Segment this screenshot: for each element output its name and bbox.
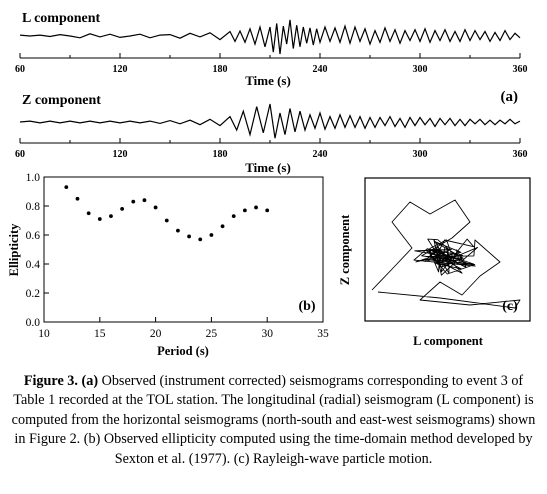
panel-c-label: (c) bbox=[502, 299, 518, 314]
panel-a-label: (a) bbox=[501, 89, 519, 105]
ellipticity-x-tick-label: 35 bbox=[317, 328, 329, 340]
particle-motion-trace bbox=[371, 199, 521, 309]
ellipticity-point bbox=[198, 237, 203, 242]
l-component-title: L component bbox=[22, 11, 101, 26]
particle-motion-panel: L component Z component (c) bbox=[338, 177, 531, 348]
l-tick-label: 240 bbox=[313, 64, 328, 75]
ellipticity-x-ticks: 10 15 20 25 30 35 bbox=[38, 317, 329, 340]
panel-b-label: (b) bbox=[298, 299, 315, 314]
particle-motion-y-label: Z component bbox=[338, 214, 352, 285]
ellipticity-panel: 10 15 20 25 30 35 0.0 0.2 0.4 0.6 0.8 1.0 Period (… bbox=[7, 172, 329, 358]
ellipticity-x-tick-label: 15 bbox=[94, 328, 106, 340]
ellipticity-x-tick-label: 10 bbox=[38, 328, 50, 340]
ellipticity-y-tick-label: 1.0 bbox=[26, 172, 41, 184]
caption-part-a: (a) bbox=[81, 373, 99, 389]
ellipticity-point bbox=[120, 207, 125, 211]
l-component-trace bbox=[19, 19, 521, 55]
z-component-panel: Z component (a) 60 120 180 240 300 360 Time (… bbox=[15, 89, 528, 175]
ellipticity-x-label: Period (s) bbox=[157, 344, 209, 358]
z-component-x-ticks: 60 120 180 240 300 360 bbox=[15, 138, 528, 160]
l-component-x-ticks: 60 120 180 240 300 360 bbox=[15, 53, 528, 75]
ellipticity-points bbox=[64, 185, 270, 242]
l-tick-label: 60 bbox=[15, 64, 25, 75]
ellipticity-point bbox=[231, 214, 236, 219]
figure-caption: Figure 3. (a) Observed (instrument corre… bbox=[10, 372, 537, 469]
l-tick-label: 120 bbox=[113, 64, 128, 75]
caption-text: Observed (instrument corrected) seismogr… bbox=[11, 373, 536, 467]
ellipticity-point bbox=[176, 228, 180, 233]
particle-motion-x-label: L component bbox=[413, 334, 484, 348]
ellipticity-y-ticks: 0.0 0.2 0.4 0.6 0.8 1.0 bbox=[26, 172, 49, 329]
l-component-panel: L component 60 120 180 240 300 360 Time (s) bbox=[15, 11, 528, 88]
z-tick-label: 300 bbox=[413, 149, 428, 160]
ellipticity-y-tick-label: 0.6 bbox=[26, 230, 41, 242]
ellipticity-point bbox=[64, 185, 69, 190]
ellipticity-y-label: Ellipticity bbox=[7, 223, 21, 277]
ellipticity-point bbox=[131, 199, 136, 204]
ellipticity-point bbox=[109, 214, 113, 219]
l-tick-label: 300 bbox=[413, 64, 428, 75]
caption-figure-label: Figure 3. bbox=[23, 373, 78, 389]
ellipticity-point bbox=[220, 224, 225, 229]
ellipticity-y-tick-label: 0.2 bbox=[26, 288, 41, 300]
particle-motion-frame bbox=[364, 177, 531, 322]
z-tick-label: 180 bbox=[213, 149, 228, 160]
ellipticity-x-tick-label: 20 bbox=[150, 328, 162, 340]
ellipticity-point bbox=[153, 205, 158, 210]
ellipticity-y-tick-label: 0.0 bbox=[26, 317, 41, 329]
ellipticity-y-tick-label: 0.4 bbox=[26, 259, 41, 271]
z-tick-label: 240 bbox=[313, 149, 328, 160]
ellipticity-x-tick-label: 30 bbox=[261, 328, 273, 340]
z-tick-label: 120 bbox=[113, 149, 128, 160]
z-component-title: Z component bbox=[22, 93, 101, 108]
ellipticity-frame bbox=[43, 176, 324, 323]
ellipticity-y-tick-label: 0.8 bbox=[26, 201, 41, 213]
l-tick-label: 360 bbox=[513, 64, 528, 75]
ellipticity-point bbox=[242, 208, 247, 213]
z-tick-label: 60 bbox=[15, 149, 25, 160]
ellipticity-point bbox=[187, 234, 191, 239]
z-component-x-label: Time (s) bbox=[245, 160, 291, 175]
l-component-x-label: Time (s) bbox=[245, 73, 291, 88]
ellipticity-point bbox=[254, 205, 258, 210]
ellipticity-point bbox=[75, 196, 80, 201]
z-tick-label: 360 bbox=[513, 149, 528, 160]
ellipticity-point bbox=[164, 218, 169, 223]
ellipticity-point bbox=[97, 217, 102, 221]
figure-canvas: L component 60 120 180 240 300 360 Time (s) Z… bbox=[7, 11, 531, 358]
l-tick-label: 180 bbox=[213, 64, 228, 75]
z-component-trace bbox=[19, 103, 521, 139]
ellipticity-point bbox=[265, 208, 270, 213]
ellipticity-point bbox=[142, 198, 147, 203]
ellipticity-x-tick-label: 25 bbox=[206, 328, 218, 340]
ellipticity-point bbox=[209, 233, 214, 237]
ellipticity-point bbox=[86, 211, 91, 216]
